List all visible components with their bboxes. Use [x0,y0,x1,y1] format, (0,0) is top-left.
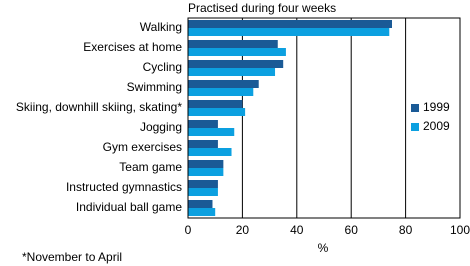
x-axis-label: % [318,241,329,255]
bar [188,188,218,196]
y-tick-label: Gym exercises [103,140,182,154]
bar [188,88,254,96]
bar [188,60,284,68]
y-tick-label: Swimming [127,80,182,94]
bar [188,48,286,56]
chart-title: Practised during four weeks [188,1,336,15]
plot-frame [187,17,461,219]
x-tick-label: 20 [236,223,250,237]
y-tick-label: Skiing, downhill skiing, skating* [16,100,182,114]
bar [188,208,216,216]
y-tick-label: Instructed gymnastics [66,180,182,194]
x-tick-label: 0 [185,223,192,237]
legend-swatch [411,104,419,112]
bar [188,128,235,136]
bar [188,180,218,188]
x-tick-label: 80 [399,223,413,237]
bar [188,20,392,28]
bar [188,40,278,48]
legend-label: 1999 [423,100,450,114]
bar [188,108,246,116]
bar [188,200,213,208]
y-tick-label: Jogging [140,120,182,134]
legend-label: 2009 [423,119,450,133]
x-tick-label: 100 [450,223,470,237]
x-tick-label: 60 [345,223,359,237]
bar [188,120,218,128]
bar [188,68,276,76]
bar [188,140,218,148]
bar [188,168,224,176]
bar [188,28,390,36]
y-tick-label: Team game [119,160,182,174]
legend-swatch [411,123,419,131]
bar [188,148,232,156]
y-tick-label: Walking [140,20,182,34]
y-tick-label: Cycling [143,60,182,74]
footnote: *November to April [22,250,122,264]
bar [188,160,224,168]
y-tick-label: Individual ball game [76,200,182,214]
x-tick-label: 40 [290,223,304,237]
y-tick-label: Exercises at home [83,40,182,54]
bar [188,80,259,88]
bar [188,100,243,108]
